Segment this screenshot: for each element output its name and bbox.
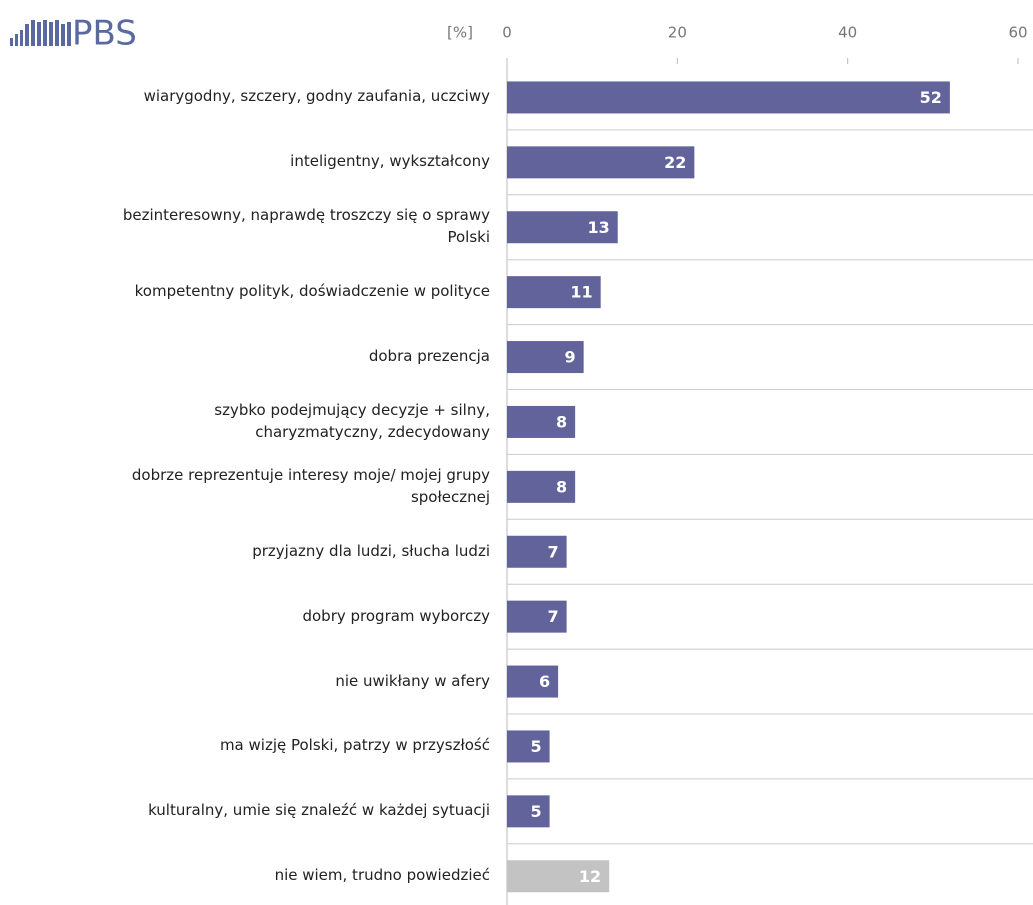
bar <box>507 665 559 698</box>
bar <box>507 600 567 633</box>
category-label: nie uwikłany w afery <box>335 671 490 690</box>
x-tick-label: 60 <box>1008 24 1027 42</box>
bar <box>507 730 550 763</box>
value-label: 5 <box>530 737 541 756</box>
x-tick-label: 20 <box>668 24 687 42</box>
category-label: inteligentny, wykształcony <box>290 152 490 171</box>
value-label: 8 <box>556 477 567 496</box>
category-label: dobrze reprezentuje interesy moje/ mojej… <box>131 465 490 506</box>
value-label: 7 <box>547 607 558 626</box>
value-label: 5 <box>530 802 541 821</box>
bar <box>507 405 576 438</box>
value-label: 9 <box>565 348 576 367</box>
value-label: 13 <box>587 218 609 237</box>
unit-label: [%] <box>447 24 473 42</box>
bar <box>507 276 601 309</box>
logo-text: PBS <box>72 14 137 54</box>
bar <box>507 211 618 244</box>
category-label: ma wizję Polski, patrzy w przyszłość <box>219 736 490 755</box>
value-label: 52 <box>920 88 942 107</box>
value-label: 6 <box>539 672 550 691</box>
category-label: dobra prezencja <box>368 347 490 366</box>
category-label: szybko podejmujący decyzje + silny, char… <box>214 400 490 441</box>
value-label: 11 <box>570 283 592 302</box>
category-label: dobry program wyborczy <box>302 606 490 625</box>
bar <box>507 795 550 828</box>
category-label: wiarygodny, szczery, godny zaufania, ucz… <box>143 87 490 106</box>
logo-icon <box>10 20 71 46</box>
category-label: bezinteresowny, naprawdę troszczy się o … <box>122 206 490 247</box>
x-tick-label: 0 <box>502 24 512 42</box>
category-label: kompetentny polityk, doświadczenie w pol… <box>134 282 490 301</box>
value-label: 7 <box>547 542 558 561</box>
x-tick-label: 40 <box>838 24 857 42</box>
bar <box>507 860 610 893</box>
value-label: 22 <box>664 153 686 172</box>
value-label: 12 <box>579 867 601 886</box>
bar <box>507 341 584 374</box>
bar <box>507 81 950 114</box>
category-label: nie wiem, trudno powiedzieć <box>274 866 490 885</box>
bar <box>507 470 576 503</box>
bar <box>507 146 695 179</box>
value-label: 8 <box>556 412 567 431</box>
bar <box>507 535 567 568</box>
category-label: kulturalny, umie się znaleźć w każdej sy… <box>148 801 490 820</box>
category-label: przyjazny dla ludzi, słucha ludzi <box>252 541 490 560</box>
